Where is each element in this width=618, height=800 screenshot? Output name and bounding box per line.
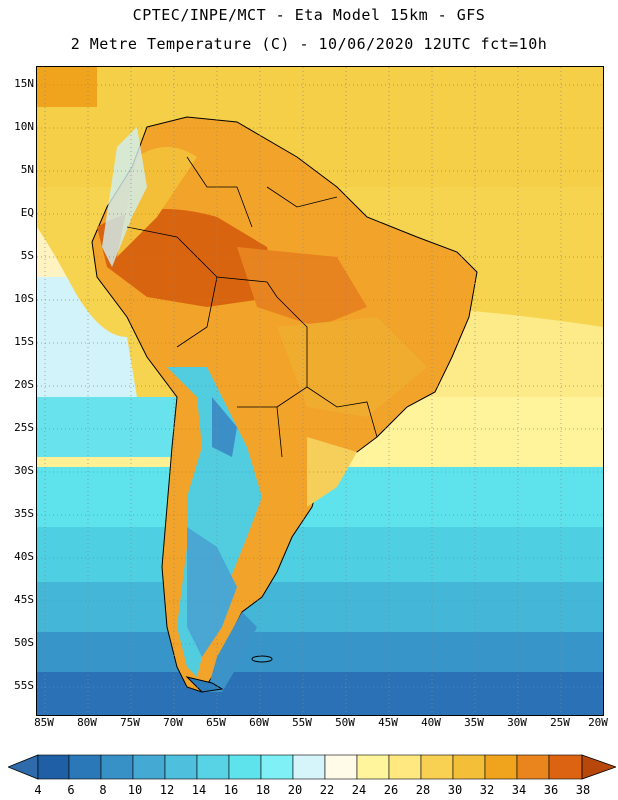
lat-label-40s: 40S	[14, 550, 34, 563]
lon-label-75w: 75W	[120, 716, 140, 729]
colorbar-low-arrow	[8, 754, 39, 780]
colorbar-label: 30	[447, 783, 463, 797]
lon-label-85w: 85W	[34, 716, 54, 729]
colorbar-label: 28	[415, 783, 431, 797]
colorbar-segment	[484, 754, 518, 780]
temperature-colorbar	[8, 754, 616, 780]
colorbar-label: 20	[287, 783, 303, 797]
lon-label-20w: 20W	[588, 716, 608, 729]
lon-label-60w: 60W	[249, 716, 269, 729]
country-borders	[126, 156, 378, 458]
lon-label-50w: 50W	[335, 716, 355, 729]
colorbar-label: 36	[543, 783, 559, 797]
colorbar-segment	[324, 754, 358, 780]
lon-label-55w: 55W	[292, 716, 312, 729]
colorbar-segment	[164, 754, 198, 780]
lat-label-25s: 25S	[14, 421, 34, 434]
colorbar-label: 16	[223, 783, 239, 797]
colorbar-high-arrow	[581, 754, 616, 780]
colorbar-segment	[37, 754, 70, 780]
lat-label-eq: EQ	[20, 206, 34, 219]
lat-label-10n: 10N	[14, 120, 34, 133]
colorbar-label: 22	[319, 783, 335, 797]
colorbar-label: 10	[127, 783, 143, 797]
colorbar-segment	[356, 754, 390, 780]
graticule	[37, 67, 603, 715]
lat-label-15n: 15N	[14, 77, 34, 90]
colorbar-segment	[452, 754, 486, 780]
colorbar-segment	[68, 754, 102, 780]
colorbar-label: 12	[159, 783, 175, 797]
lon-label-25w: 25W	[550, 716, 570, 729]
colorbar-label: 14	[191, 783, 207, 797]
colorbar-segment	[100, 754, 134, 780]
lon-label-40w: 40W	[421, 716, 441, 729]
colorbar-segment	[292, 754, 326, 780]
temperature-map	[36, 66, 604, 716]
lon-label-80w: 80W	[77, 716, 97, 729]
colorbar-segment	[196, 754, 230, 780]
lon-label-30w: 30W	[507, 716, 527, 729]
colorbar-label: 34	[511, 783, 527, 797]
lon-label-45w: 45W	[378, 716, 398, 729]
colorbar-segment	[420, 754, 454, 780]
colorbar-segment	[260, 754, 294, 780]
lat-label-50s: 50S	[14, 636, 34, 649]
ocean-cold-band	[37, 672, 603, 715]
lat-label-15s: 15S	[14, 335, 34, 348]
lat-label-45s: 45S	[14, 593, 34, 606]
colorbar-segment	[548, 754, 583, 780]
lat-label-5s: 5S	[20, 249, 34, 262]
lon-label-35w: 35W	[464, 716, 484, 729]
lat-label-5n: 5N	[20, 163, 34, 176]
lon-label-65w: 65W	[206, 716, 226, 729]
lat-label-10s: 10S	[14, 292, 34, 305]
lon-label-70w: 70W	[163, 716, 183, 729]
colorbar-label: 8	[99, 783, 107, 797]
lat-label-30s: 30S	[14, 464, 34, 477]
hot-amazon-region	[97, 209, 277, 307]
lat-label-55s: 55S	[14, 679, 34, 692]
lat-label-35s: 35S	[14, 507, 34, 520]
colorbar-label: 4	[34, 783, 42, 797]
map-title: CPTEC/INPE/MCT - Eta Model 15km - GFS	[132, 6, 486, 24]
colorbar-segment	[132, 754, 166, 780]
colorbar-segment	[228, 754, 262, 780]
colorbar-segment	[516, 754, 550, 780]
colorbar-label: 26	[383, 783, 399, 797]
colorbar-label: 6	[67, 783, 75, 797]
colorbar-label: 32	[479, 783, 495, 797]
falklands	[251, 655, 273, 663]
northern-andes	[102, 127, 147, 267]
map-subtitle: 2 Metre Temperature (C) - 10/06/2020 12U…	[70, 35, 548, 53]
colorbar-label: 18	[255, 783, 271, 797]
colorbar-segment	[388, 754, 422, 780]
colorbar-label: 38	[575, 783, 591, 797]
lat-label-20s: 20S	[14, 378, 34, 391]
colorbar-label: 24	[351, 783, 367, 797]
